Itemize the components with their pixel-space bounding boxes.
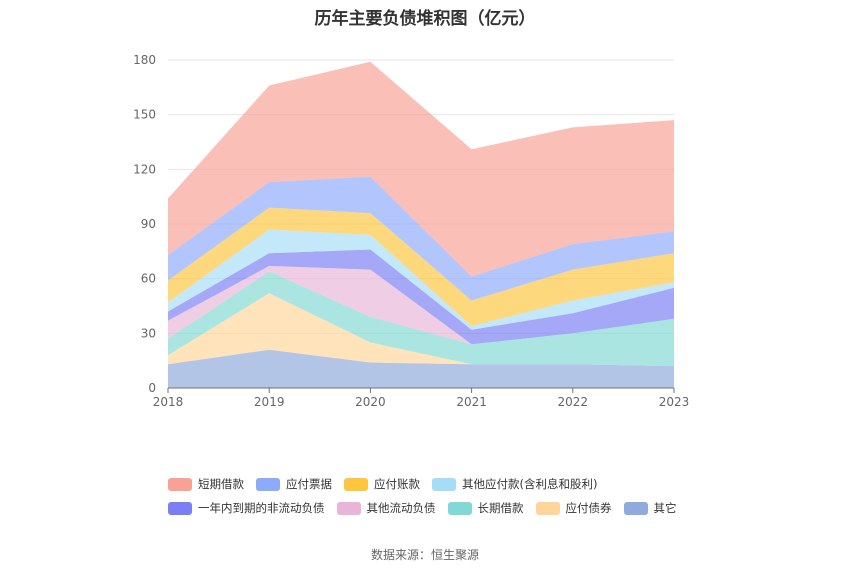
legend-row: 短期借款 应付票据 应付账款 其他应付款(含利息和股利) [168, 472, 728, 496]
legend-swatch [432, 477, 456, 491]
legend-swatch [623, 501, 648, 515]
y-tick-label: 150 [133, 108, 156, 122]
legend-item[interactable]: 应付票据 [256, 476, 332, 492]
area-一年内到期的非流动负债 [168, 249, 674, 345]
area-应付票据 [168, 176, 674, 301]
legend-item[interactable]: 其他流动负债 [336, 500, 436, 516]
legend-swatch [256, 477, 280, 491]
x-tick-label: 2020 [355, 395, 386, 409]
area-应付债券 [168, 293, 674, 367]
data-source-note: 数据来源：恒生聚源 [370, 548, 479, 562]
x-tick-label: 2023 [659, 395, 690, 409]
legend-label: 其他流动负债 [366, 501, 436, 515]
y-tick-label: 0 [148, 381, 156, 395]
legend-item[interactable]: 短期借款 [168, 476, 244, 492]
legend-item[interactable]: 其它 [623, 500, 677, 516]
legend-item[interactable]: 应付账款 [344, 476, 420, 492]
legend-label: 应付账款 [374, 477, 420, 491]
axes: 0 30 60 90 120 150 180 2018 2019 2020 2021 2022 2023 [133, 53, 689, 409]
x-tick-label: 2018 [153, 395, 184, 409]
legend-row: 一年内到期的非流动负债 其他流动负债 长期借款 应付债券 其它 [168, 496, 728, 520]
legend-label: 一年内到期的非流动负债 [198, 501, 325, 515]
legend-swatch [535, 501, 560, 515]
legend-label: 长期借款 [477, 501, 524, 515]
x-tick-label: 2021 [456, 395, 487, 409]
legend: 短期借款 应付票据 应付账款 其他应付款(含利息和股利) 一年内到期的非流动负债 其他流… [168, 472, 728, 520]
area-其他流动负债 [168, 265, 674, 345]
legend-swatch [447, 501, 472, 515]
y-tick-label: 60 [141, 272, 156, 286]
legend-label: 应付债券 [565, 501, 612, 515]
legend-item[interactable]: 应付债券 [535, 500, 612, 516]
area-应付账款 [168, 207, 674, 326]
legend-item[interactable]: 一年内到期的非流动负债 [168, 500, 325, 516]
legend-swatch [336, 501, 361, 515]
y-tick-label: 180 [133, 53, 156, 67]
legend-item[interactable]: 其他应付款(含利息和股利) [432, 476, 597, 492]
area-短期借款 [168, 61, 674, 277]
y-tick-label: 30 [141, 326, 156, 340]
area-其它 [168, 349, 674, 388]
legend-label: 其它 [653, 501, 677, 515]
x-tick-label: 2019 [254, 395, 285, 409]
legend-item[interactable]: 长期借款 [447, 500, 524, 516]
legend-label: 应付票据 [286, 477, 332, 491]
legend-swatch [344, 477, 368, 491]
y-tick-label: 90 [141, 217, 156, 231]
chart-title: 历年主要负债堆积图（亿元） [314, 9, 536, 29]
area-series [168, 61, 674, 388]
legend-label: 短期借款 [198, 477, 244, 491]
x-tick-label: 2022 [558, 395, 589, 409]
y-tick-label: 120 [133, 162, 156, 176]
legend-label: 其他应付款(含利息和股利) [462, 477, 598, 491]
legend-swatch [168, 477, 192, 491]
area-长期借款 [168, 271, 674, 367]
legend-swatch [168, 501, 192, 515]
